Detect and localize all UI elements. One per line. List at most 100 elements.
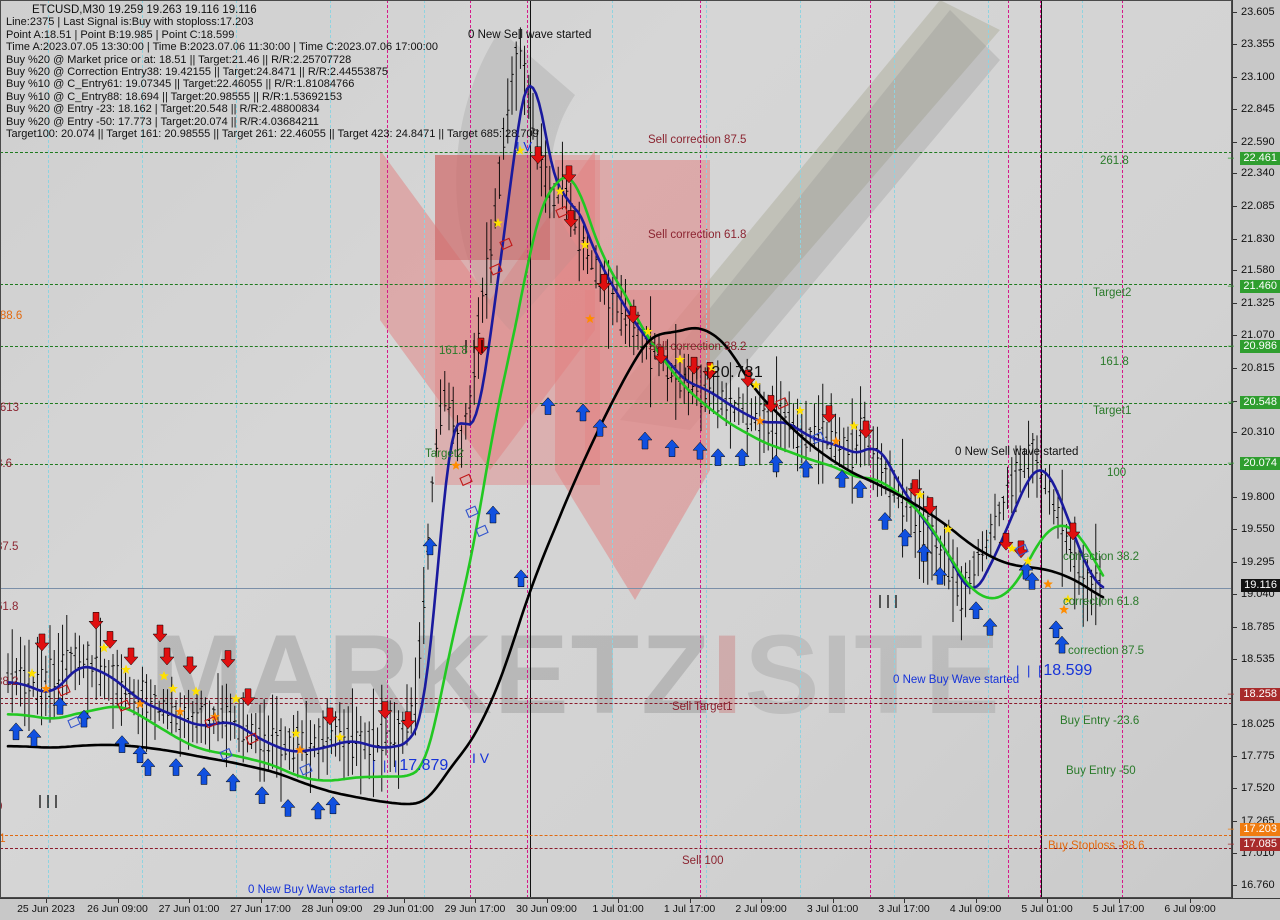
signal-star-icon	[795, 405, 805, 415]
time-tick-label: 4 Jul 09:00	[949, 903, 1002, 915]
level-label: 161.8	[439, 345, 468, 357]
time-tick-label: 3 Jul 01:00	[806, 903, 859, 915]
price-tick: 21.325	[1233, 297, 1280, 310]
signal-flag-icon	[299, 763, 313, 776]
time-tick-label: 1 Jul 17:00	[663, 903, 716, 915]
signal-flag-icon	[459, 473, 473, 487]
sell-arrow-icon	[182, 656, 198, 675]
signal-star-icon	[295, 744, 305, 755]
buy-arrow-icon	[734, 448, 750, 466]
price-chip-marker: –	[1227, 152, 1234, 165]
level-label: 261.8	[1100, 155, 1129, 167]
price-tick: 18.535	[1233, 653, 1280, 666]
time-tick-label: 5 Jul 17:00	[1092, 903, 1145, 915]
bar-count-marker	[465, 340, 483, 353]
time-axis[interactable]: 25 Jun 2023 26 Jun 09:00 27 Jun 01:00 27 Ju…	[0, 898, 1280, 920]
price-chip-marker: –	[1227, 396, 1234, 409]
buy-arrow-icon	[140, 758, 156, 776]
time-tick-mark	[260, 899, 262, 903]
price-chip-marker: –	[1227, 837, 1234, 850]
price-chip[interactable]: 19.116	[1241, 578, 1280, 592]
vgrid-session	[387, 0, 388, 898]
time-tick-label: 6 Jul 09:00	[1164, 903, 1216, 915]
buy-arrow-icon	[513, 569, 529, 588]
price-chip[interactable]: 17.203	[1240, 822, 1280, 836]
sell-arrow-icon	[88, 612, 104, 630]
level-line-buy-stoploss	[0, 835, 1232, 836]
signal-flag-icon	[811, 431, 825, 444]
signal-star-icon	[675, 354, 685, 364]
price-tick: 22.590	[1233, 136, 1280, 149]
vgrid-session	[1040, 0, 1041, 898]
buy-arrow-icon	[485, 505, 501, 524]
price-tick-label: 21.070	[1241, 329, 1275, 342]
price-chip[interactable]: 18.258	[1240, 688, 1280, 702]
vgrid-session	[470, 0, 471, 898]
price-chip-marker: –	[1227, 688, 1234, 701]
info-line: Point A:18.51 | Point B:19.985 | Point C…	[6, 28, 235, 41]
sell-arrow-icon	[377, 701, 393, 719]
signal-star-icon	[121, 664, 131, 674]
signal-star-icon	[493, 218, 503, 228]
price-axis[interactable]: 23.605 23.355 23.100 22.845 22.590 22.340 22.0…	[1232, 0, 1280, 898]
symbol-quote-line: ETCUSD,M30 19.259 19.263 19.116 19.116	[32, 4, 257, 16]
price-tick: 23.605	[1233, 6, 1280, 19]
vgrid-session	[527, 0, 528, 898]
vgrid-session	[1122, 0, 1123, 898]
left-edge-label: 61.8	[0, 601, 19, 613]
buy-arrow-icon	[422, 537, 438, 556]
price-tick: 21.070	[1233, 329, 1280, 342]
signal-flag-icon	[465, 505, 479, 518]
info-line: Line:2375 | Last Signal is:Buy with stop…	[6, 16, 254, 29]
signal-flag-icon	[775, 397, 789, 410]
price-tick: 19.550	[1233, 523, 1280, 536]
time-tick-label: 28 Jun 09:00	[301, 903, 363, 915]
signal-star-icon	[915, 489, 925, 500]
price-chip[interactable]: 22.461	[1240, 152, 1280, 166]
info-line: Time A:2023.07.05 13:30:00 | Time B:2023…	[6, 41, 438, 54]
chart-plot-area[interactable]: MARKETZISITE	[0, 0, 1232, 898]
vgrid	[800, 0, 801, 898]
sell-arrow-icon	[763, 395, 779, 413]
signal-star-icon	[27, 668, 37, 678]
info-panel: ETCUSD,M30 19.259 19.263 19.116 19.116 L…	[6, 4, 539, 140]
level-line-100	[0, 464, 1232, 465]
buy-arrow-icon	[834, 469, 850, 488]
level-line-target2	[0, 284, 1232, 285]
info-line: Buy %10 @ C_Entry88: 18.694 || Target:20…	[6, 90, 343, 103]
level-label: Sell 100	[682, 855, 724, 867]
signal-star-icon	[849, 420, 859, 431]
vgrid-session	[1008, 0, 1009, 898]
price-chip[interactable]: 20.986	[1240, 340, 1280, 354]
buy-arrow-icon	[540, 397, 556, 415]
price-tick-label: 23.355	[1241, 38, 1275, 50]
level-label: Sell correction 38.2	[648, 341, 747, 353]
bar-ticks: | | |	[1016, 663, 1044, 678]
info-line: Buy %20 @ Entry -50: 17.773 | Target:20.…	[6, 115, 319, 128]
price-chip[interactable]: 21.460	[1240, 279, 1280, 293]
signal-star-icon	[755, 415, 765, 426]
signal-star-icon	[159, 670, 169, 681]
price-chip[interactable]: 17.085	[1240, 837, 1280, 851]
bar-count-marker	[39, 795, 57, 808]
price-chip-marker: –	[1227, 340, 1234, 353]
time-tick-mark	[618, 899, 619, 903]
annotation-buy-wave-bottom: 0 New Buy Wave started	[248, 884, 375, 896]
buy-arrow-icon	[310, 801, 326, 820]
sell-arrow-icon	[907, 479, 923, 497]
signal-star-icon	[585, 313, 595, 324]
price-tick-label: 17.775	[1241, 749, 1275, 762]
price-chip[interactable]: 20.074	[1240, 456, 1280, 470]
level-line-sell-target1	[0, 703, 1232, 704]
left-edge-label: t1	[0, 833, 6, 845]
level-line-sell-100	[0, 848, 1232, 849]
price-tick-label: 22.085	[1241, 200, 1275, 212]
sell-arrow-icon	[159, 647, 175, 666]
price-tag-low-value: 17.879	[399, 757, 449, 774]
sell-arrow-icon	[473, 337, 489, 356]
level-line-target1	[0, 403, 1232, 404]
price-tick: 18.025	[1233, 718, 1280, 731]
price-chip[interactable]: 20.548	[1240, 396, 1280, 410]
time-tick-mark	[332, 899, 333, 903]
level-label: Target1	[1093, 405, 1132, 417]
